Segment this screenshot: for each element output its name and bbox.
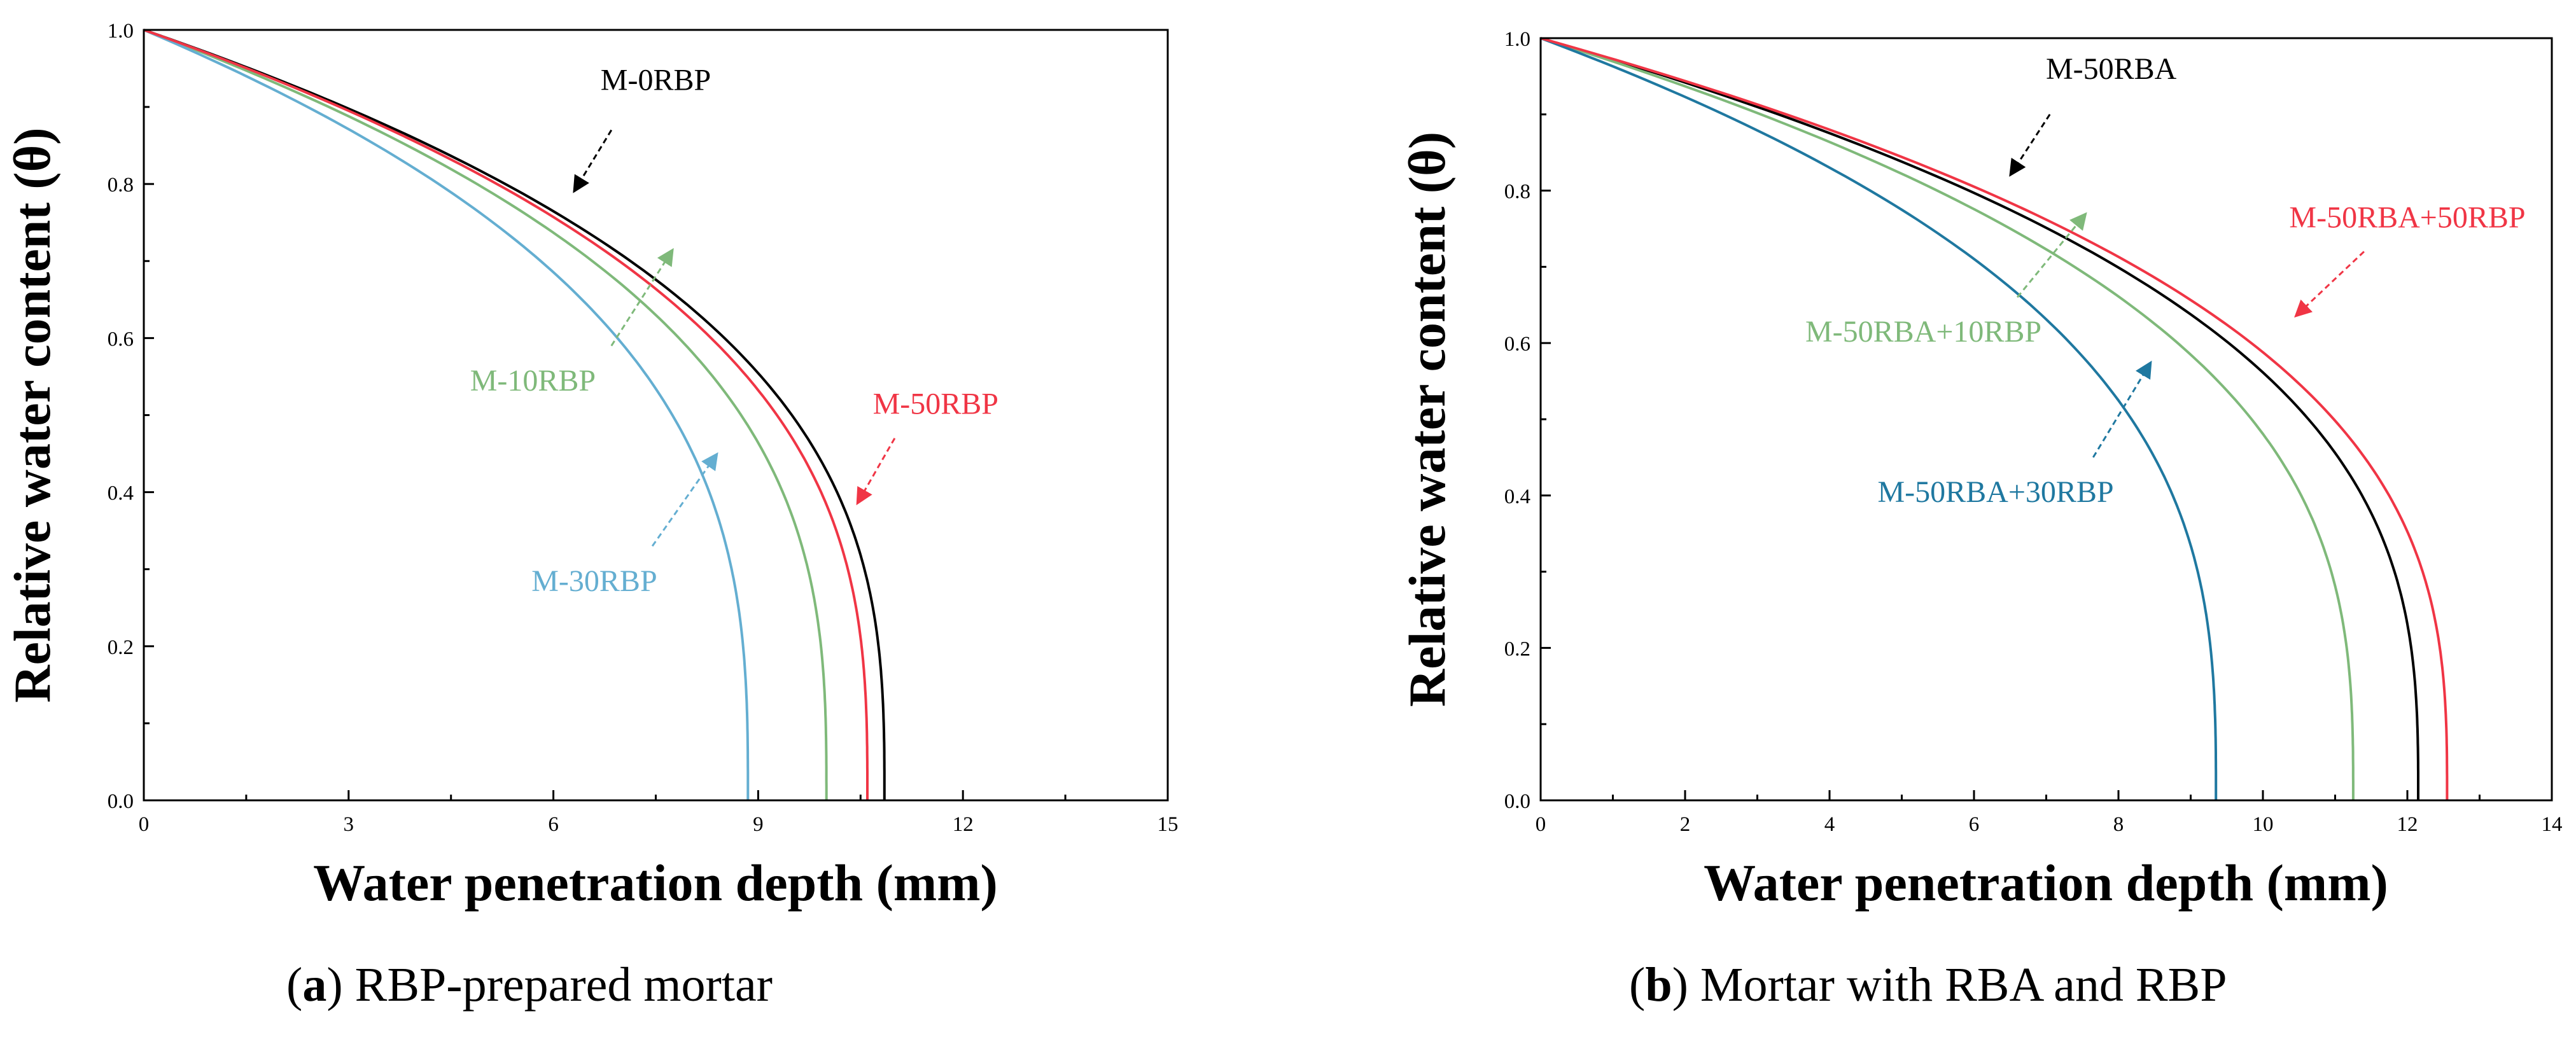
y-tick-label-a-2: 0.4 bbox=[108, 482, 134, 505]
series-line-a-2 bbox=[143, 29, 750, 800]
chart-a: 0 3 6 9 12 15 0.0 0.2 0.4 0.6 0.8 1.0 Water penetrat… bbox=[3, 20, 1179, 912]
x-tick-label-b-6: 12 bbox=[2397, 813, 2418, 836]
series-arrow-b-3 bbox=[2294, 251, 2365, 318]
series-line-b-0 bbox=[1540, 37, 2419, 800]
x-tick-label-b-7: 14 bbox=[2542, 813, 2563, 836]
x-tick-label-b-3: 6 bbox=[1969, 813, 1980, 836]
series-line-a-3 bbox=[143, 29, 869, 800]
series-arrow-b-1 bbox=[2016, 212, 2087, 298]
series-label-b-0: M-50RBA bbox=[2046, 52, 2177, 86]
y-tick-label-a-5: 1.0 bbox=[108, 20, 134, 43]
series-arrow-b-0 bbox=[2009, 113, 2051, 177]
x-tick-label-b-4: 8 bbox=[2113, 813, 2124, 836]
x-tick-label-a-2: 6 bbox=[548, 813, 559, 836]
x-tick-label-a-5: 15 bbox=[1158, 813, 1179, 836]
x-tick-label-b-2: 4 bbox=[1824, 813, 1835, 836]
y-tick-label-a-3: 0.6 bbox=[108, 328, 134, 351]
series-arrow-b-2 bbox=[2092, 360, 2152, 458]
y-axis-title-a: Relative water content (θ) bbox=[3, 127, 61, 702]
caption-a: (a) RBP-prepared mortar bbox=[286, 958, 773, 1012]
x-axis-title-b: Water penetration depth (mm) bbox=[1704, 854, 2388, 912]
series-label-b-1: M-50RBA+10RBP bbox=[1805, 315, 2041, 349]
x-tick-label-b-5: 10 bbox=[2253, 813, 2274, 836]
y-tick-label-a-1: 0.2 bbox=[108, 636, 134, 659]
y-tick-label-b-3: 0.6 bbox=[1504, 333, 1530, 356]
x-tick-label-b-0: 0 bbox=[1536, 813, 1546, 836]
caption-b-text: Mortar with RBA and RBP bbox=[1700, 958, 2227, 1012]
series-label-b-2: M-50RBA+30RBP bbox=[1877, 475, 2113, 509]
series-arrow-a-3 bbox=[856, 438, 896, 506]
caption-a-text: RBP-prepared mortar bbox=[354, 958, 773, 1012]
y-tick-label-b-2: 0.4 bbox=[1504, 485, 1530, 508]
series-line-a-0 bbox=[143, 29, 886, 800]
series-label-a-3: M-50RBP bbox=[873, 387, 998, 421]
series-label-a-0: M-0RBP bbox=[601, 64, 711, 97]
series-label-a-1: M-10RBP bbox=[470, 364, 596, 398]
chart-b: 0 2 4 6 8 10 12 14 0.0 0.2 0.4 0.6 0.8 1.0 Water penet… bbox=[1398, 28, 2563, 912]
y-tick-label-b-5: 1.0 bbox=[1504, 28, 1530, 51]
y-tick-label-b-0: 0.0 bbox=[1504, 790, 1530, 813]
x-tick-label-b-1: 2 bbox=[1680, 813, 1691, 836]
y-tick-label-b-1: 0.2 bbox=[1504, 637, 1530, 660]
y-tick-label-a-4: 0.8 bbox=[108, 174, 134, 197]
series-arrow-a-2 bbox=[651, 452, 718, 547]
series-arrow-a-0 bbox=[573, 129, 613, 193]
y-tick-label-b-4: 0.8 bbox=[1504, 181, 1530, 204]
series-line-b-2 bbox=[1540, 37, 2218, 800]
x-axis-title-a: Water penetration depth (mm) bbox=[313, 854, 998, 912]
x-tick-label-a-1: 3 bbox=[344, 813, 354, 836]
series-label-b-3: M-50RBA+50RBP bbox=[2289, 201, 2525, 235]
series-line-b-1 bbox=[1540, 37, 2355, 800]
series-arrow-a-1 bbox=[610, 247, 674, 347]
caption-b-letter: b bbox=[1645, 958, 1672, 1012]
caption-a-letter: a bbox=[302, 958, 327, 1012]
x-tick-label-a-4: 12 bbox=[953, 813, 974, 836]
series-line-b-3 bbox=[1540, 37, 2449, 800]
series-line-a-1 bbox=[143, 29, 828, 800]
x-tick-label-a-3: 9 bbox=[753, 813, 764, 836]
series-label-a-2: M-30RBP bbox=[531, 564, 657, 598]
y-axis-title-b: Relative water content (θ) bbox=[1398, 132, 1456, 707]
axes-frame-a bbox=[143, 29, 1169, 802]
x-tick-label-a-0: 0 bbox=[139, 813, 150, 836]
axes-frame-b bbox=[1539, 37, 2553, 802]
y-tick-label-a-0: 0.0 bbox=[108, 790, 134, 813]
caption-b: (b) Mortar with RBA and RBP bbox=[1629, 958, 2227, 1012]
